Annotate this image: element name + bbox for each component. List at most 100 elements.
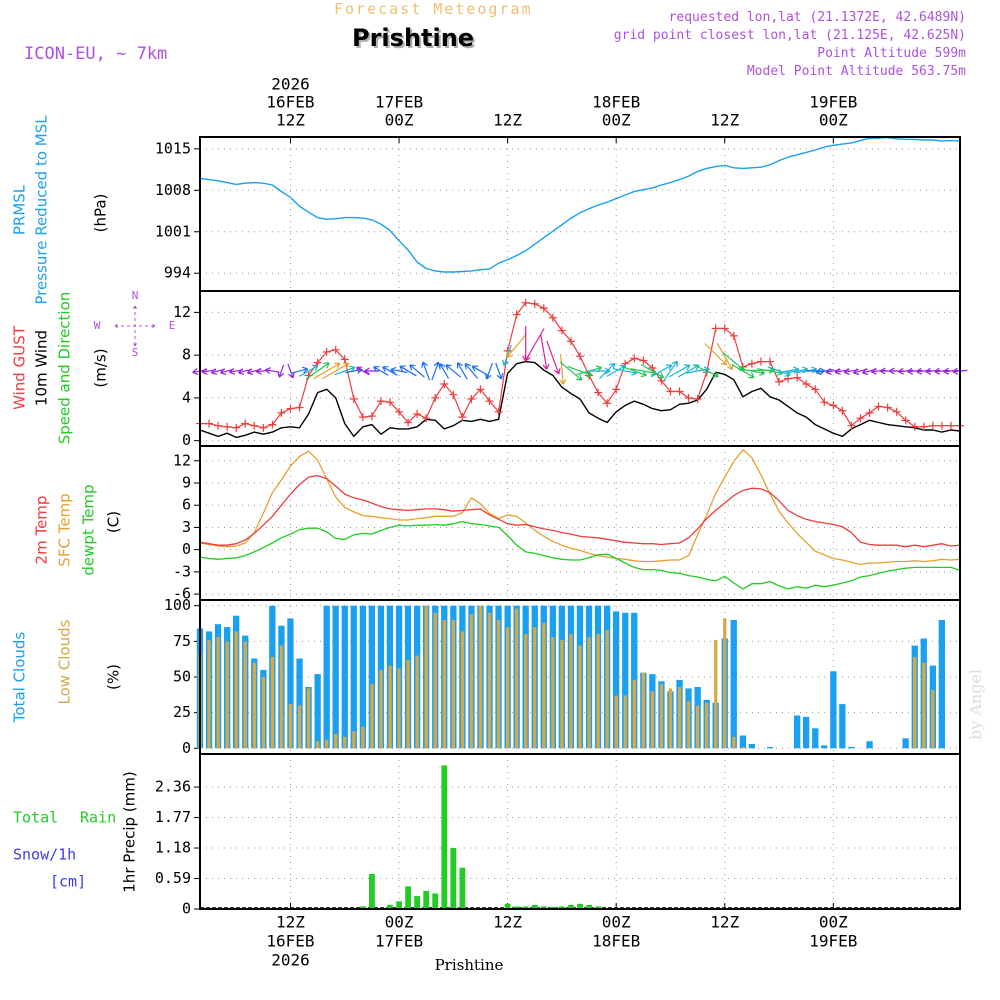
rain-bar [405, 886, 411, 909]
x-tick-label-top: 00Z [602, 111, 631, 130]
total-cloud-bar [332, 605, 339, 749]
y-tick-label: 9 [182, 474, 191, 492]
gust-marker [340, 355, 349, 364]
total-cloud-bar [812, 728, 819, 749]
low-cloud-bar [542, 622, 546, 749]
total-cloud-bar [368, 605, 375, 749]
rain-bar [450, 848, 457, 909]
wind-direction-arrow [678, 364, 700, 378]
wind-direction-arrow [456, 362, 468, 380]
wind-direction-arrow [506, 333, 527, 358]
gust-marker [376, 397, 385, 406]
total-cloud-bar [938, 620, 945, 749]
rain-bar [360, 906, 366, 909]
gust-marker [467, 394, 476, 403]
gust-marker [946, 421, 955, 430]
rain-bar [441, 765, 448, 909]
gust-marker [675, 387, 684, 396]
low-cloud-bar [659, 684, 664, 749]
low-cloud-bar [524, 634, 528, 749]
y-tick-label: -6 [173, 585, 191, 603]
low-cloud-bar [469, 614, 474, 749]
low-cloud-bar [261, 677, 265, 749]
compass-south: S [132, 346, 139, 359]
low-cloud-bar [614, 695, 618, 749]
wind-direction-arrow [390, 366, 408, 374]
total-clouds-label: Total Clouds [11, 632, 29, 724]
wind-direction-arrow [559, 361, 583, 381]
x-date-label-top: 16FEB [266, 93, 314, 112]
gust-marker [395, 407, 404, 416]
gust-marker [494, 407, 503, 416]
low-cloud-bar [370, 684, 374, 749]
rain-bar [369, 873, 375, 909]
wind-direction-arrow [606, 364, 627, 377]
total-cloud-bar [902, 738, 909, 749]
y-tick-label: 994 [164, 264, 191, 282]
total-cloud-bar [794, 715, 801, 749]
gust-marker [883, 403, 892, 412]
panel-1: 994 1001 1008 1015 [155, 137, 960, 291]
gust-marker [277, 408, 286, 417]
wind-direction-arrow [559, 353, 567, 385]
wind-direction-arrow [546, 340, 561, 375]
station-name: Prishtine [352, 24, 475, 52]
gust-marker [720, 324, 729, 333]
compass-arrows [114, 305, 156, 347]
wind-direction-arrow [495, 362, 504, 380]
low-cloud-bar [560, 639, 564, 749]
total-cloud-bar [830, 671, 837, 749]
wind-direction-arrow [694, 364, 719, 378]
two-m-temp-line [199, 474, 961, 548]
low-cloud-bar [252, 662, 256, 749]
wind-direction-arrow [898, 367, 914, 375]
total-cloud-bar [739, 735, 746, 749]
x-date-label-top: 19FEB [809, 93, 857, 112]
wind-direction-arrow [409, 364, 425, 378]
gust-marker [937, 421, 946, 430]
wind-direction-arrow [464, 363, 479, 379]
low-cloud-bar [297, 705, 302, 749]
wind-direction-arrow [382, 366, 398, 376]
panel-frame [199, 136, 961, 292]
low-cloud-bar [433, 612, 437, 749]
panel-frame [199, 445, 961, 601]
gust-marker [521, 298, 530, 307]
wind-gust-label: Wind GUST [11, 325, 29, 410]
wind-direction-arrow [943, 367, 959, 375]
rain-bar [568, 904, 574, 909]
snow-label: Snow/1h [13, 846, 76, 864]
x-date-label-bottom: 18FEB [592, 932, 640, 951]
panel-frame [199, 753, 961, 910]
total-cloud-bar [323, 605, 330, 749]
x-tick-label-bottom: 12Z [710, 913, 739, 932]
gust-marker [295, 403, 304, 412]
pressure-label: Pressure Reduced to MSL [33, 115, 51, 305]
gust-marker [512, 310, 521, 319]
low-cloud-bar [596, 634, 600, 749]
model-label: ICON-EU, ~ 7km [24, 44, 168, 64]
low-cloud-bar [705, 702, 709, 749]
low-cloud-bar [668, 688, 673, 749]
wind-direction-arrow [668, 364, 691, 378]
compass-west: W [94, 319, 101, 332]
low-cloud-bar [922, 662, 926, 749]
wind-direction-arrow [445, 364, 462, 378]
low-cloud-bar [325, 739, 329, 749]
x-tick-label-top: 12Z [710, 111, 739, 130]
wind-direction-arrow [484, 362, 493, 380]
low-cloud-bar [406, 659, 410, 749]
gust-marker [286, 404, 295, 413]
gust-marker [910, 422, 919, 431]
low-cloud-bar [388, 665, 392, 749]
rain-bar [513, 906, 520, 909]
x-tick-label-top: 00Z [385, 111, 414, 130]
y-tick-label: 1.77 [155, 808, 191, 826]
panel-2: 0 4 8 12 [173, 291, 960, 449]
temp-unit-label: (C) [105, 511, 123, 533]
y-tick-label: 4 [182, 388, 191, 406]
y-tick-label: -3 [173, 562, 191, 580]
wind-direction-arrow [907, 367, 923, 375]
wind-direction-arrow [663, 360, 678, 382]
total-cloud-bar [766, 746, 774, 749]
